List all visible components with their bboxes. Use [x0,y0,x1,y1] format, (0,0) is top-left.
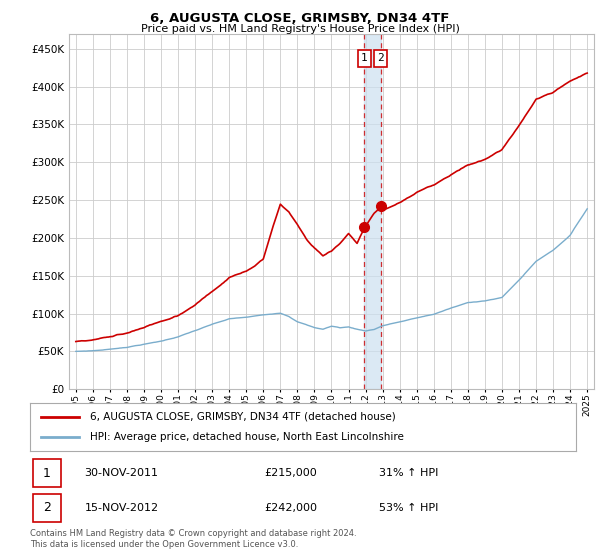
Text: 2: 2 [377,54,384,63]
Text: 15-NOV-2012: 15-NOV-2012 [85,503,159,513]
Text: 1: 1 [361,54,368,63]
Text: 30-NOV-2011: 30-NOV-2011 [85,468,158,478]
Text: 6, AUGUSTA CLOSE, GRIMSBY, DN34 4TF (detached house): 6, AUGUSTA CLOSE, GRIMSBY, DN34 4TF (det… [90,412,396,422]
Bar [364,34,380,389]
Text: 53% ↑ HPI: 53% ↑ HPI [379,503,439,513]
Text: HPI: Average price, detached house, North East Lincolnshire: HPI: Average price, detached house, Nort… [90,432,404,442]
Text: 31% ↑ HPI: 31% ↑ HPI [379,468,439,478]
Text: 1: 1 [43,466,51,480]
Text: Contains HM Land Registry data © Crown copyright and database right 2024.
This d: Contains HM Land Registry data © Crown c… [30,529,356,549]
Text: £242,000: £242,000 [265,503,318,513]
Text: Price paid vs. HM Land Registry's House Price Index (HPI): Price paid vs. HM Land Registry's House … [140,24,460,34]
Text: 2: 2 [43,501,51,515]
Text: 6, AUGUSTA CLOSE, GRIMSBY, DN34 4TF: 6, AUGUSTA CLOSE, GRIMSBY, DN34 4TF [151,12,449,25]
Text: £215,000: £215,000 [265,468,317,478]
